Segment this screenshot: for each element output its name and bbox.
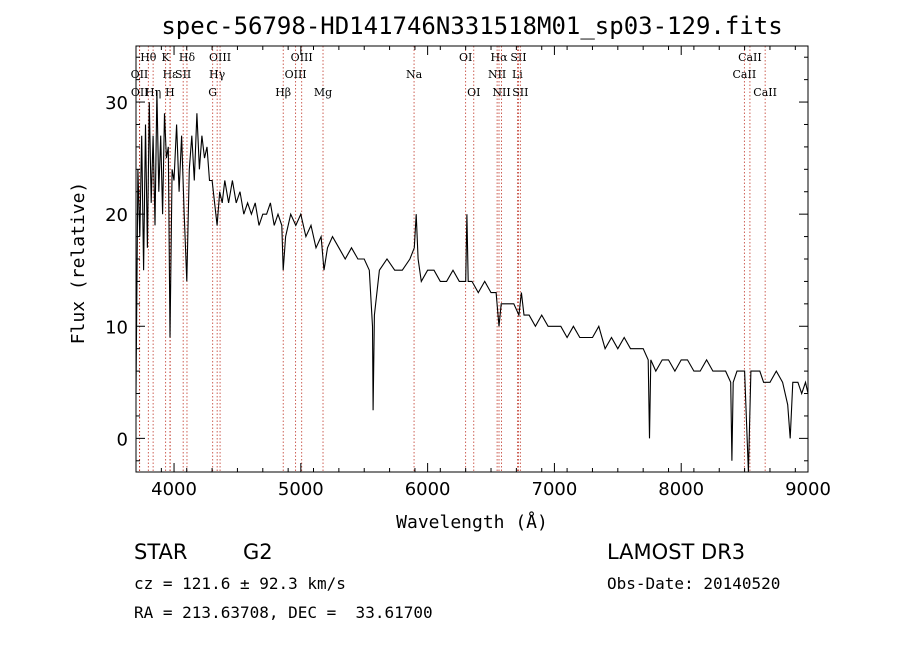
line-marker-label: OIII	[209, 51, 231, 64]
line-marker-label: OIII	[291, 51, 313, 64]
line-marker-label: CaII	[753, 86, 777, 99]
line-marker-label: Hγ	[209, 68, 226, 81]
line-marker-label: SII	[512, 86, 528, 99]
y-axis-label: Flux (relative)	[68, 182, 89, 345]
x-tick-label: 4000	[151, 479, 197, 500]
chart-title: spec-56798-HD141746N331518M01_sp03-129.f…	[161, 12, 782, 40]
line-marker-label: Li	[512, 68, 523, 81]
subclass: G2	[243, 540, 273, 564]
line-marker-label: Hβ	[275, 86, 291, 99]
line-marker-label: Na	[406, 68, 423, 81]
line-marker-label: Hδ	[179, 51, 196, 64]
object-class: STAR	[134, 540, 188, 564]
line-marker-label: OII	[131, 86, 149, 99]
line-marker-label: G	[208, 86, 217, 99]
line-marker-label: OI	[459, 51, 472, 64]
spectrum-line	[135, 90, 809, 473]
y-tick-label: 30	[105, 93, 128, 114]
survey-name: LAMOST DR3	[607, 540, 746, 564]
line-marker-label: OIII	[285, 68, 307, 81]
obs-date: Obs-Date: 20140520	[607, 574, 781, 593]
x-axis-label: Wavelength (Å)	[396, 511, 548, 533]
line-marker-label: NII	[488, 68, 506, 81]
x-tick-label: 5000	[278, 479, 324, 500]
y-tick-label: 20	[105, 205, 128, 226]
line-marker-label: NII	[492, 86, 510, 99]
y-tick-label: 10	[105, 317, 128, 338]
line-marker-label: Hη	[145, 86, 161, 99]
line-marker-label: K	[162, 51, 171, 64]
line-marker-label: SII	[510, 51, 526, 64]
line-marker-label: CaII	[733, 68, 757, 81]
x-tick-label: 8000	[658, 479, 704, 500]
line-marker-label: Hα	[490, 51, 508, 64]
y-tick-label: 0	[117, 429, 128, 450]
redshift-line: cz = 121.6 ± 92.3 km/s	[134, 574, 346, 593]
line-marker-label: Hθ	[140, 51, 157, 64]
line-marker-label: SII	[175, 68, 191, 81]
line-marker-label: Hε	[163, 68, 179, 81]
x-tick-label: 6000	[405, 479, 451, 500]
line-marker-label: H	[165, 86, 175, 99]
line-marker-label: OI	[467, 86, 480, 99]
x-tick-label: 7000	[532, 479, 578, 500]
line-marker-label: CaII	[738, 51, 762, 64]
x-tick-label: 9000	[785, 479, 831, 500]
coords-line: RA = 213.63708, DEC = 33.61700	[134, 603, 433, 622]
line-marker-label: Mg	[314, 86, 332, 99]
plot-frame	[135, 45, 809, 473]
